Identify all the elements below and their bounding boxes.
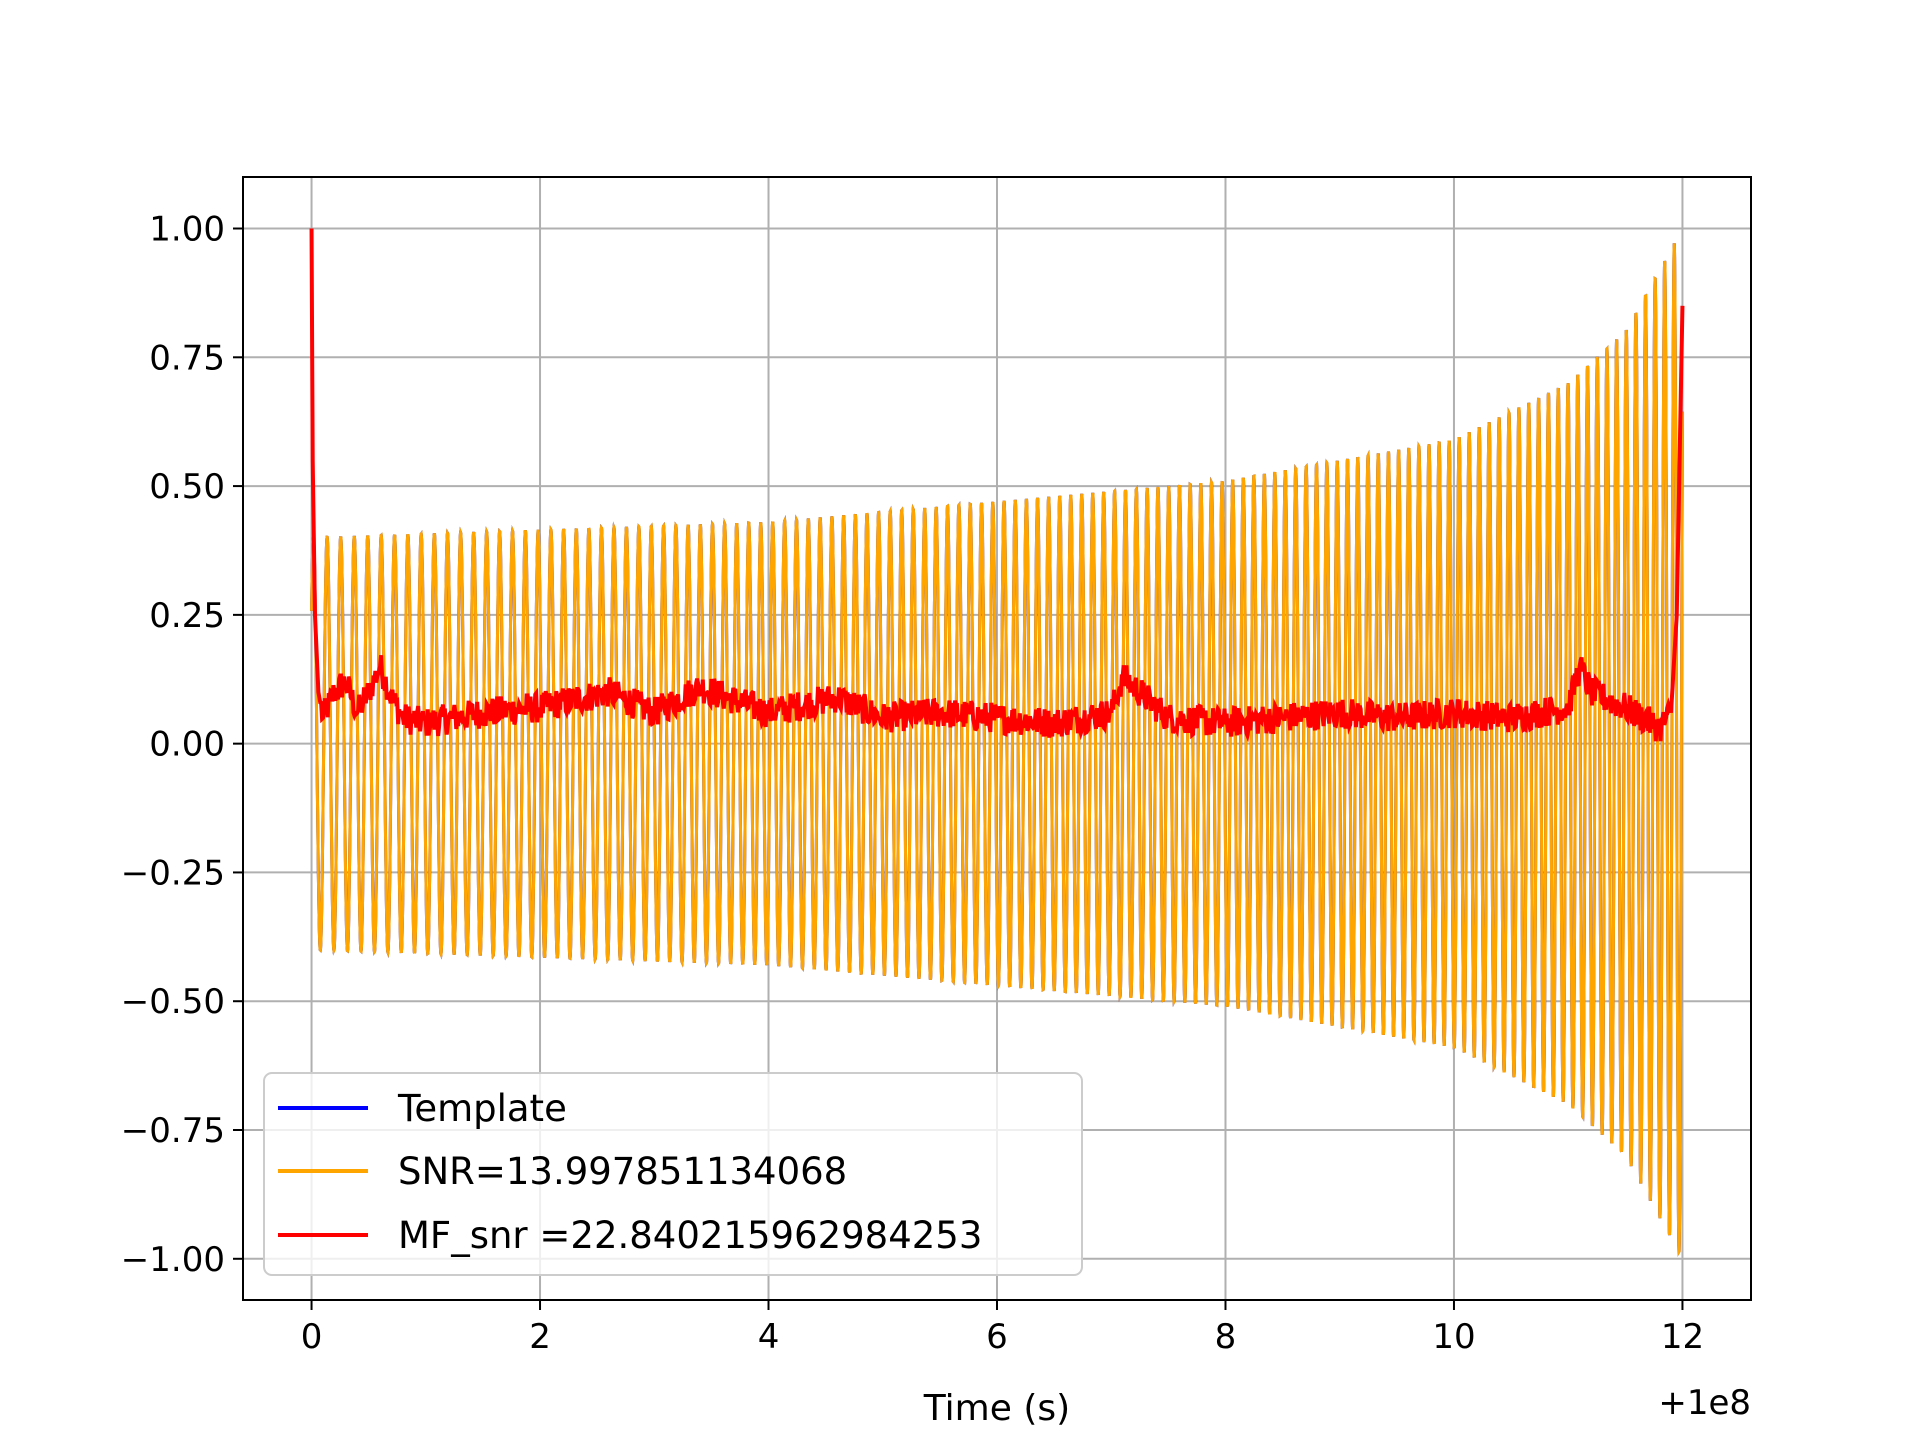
y-tick-label: −0.50 [121, 982, 225, 1022]
y-tick-label: −0.25 [121, 853, 225, 893]
y-tick-label: 0.00 [149, 725, 225, 765]
y-tick-label: −0.75 [121, 1111, 225, 1151]
legend-label-snr: SNR=13.997851134068 [398, 1150, 847, 1193]
series-line-mf-snr [309, 228, 1685, 743]
x-axis-label: Time (s) [923, 1388, 1070, 1429]
y-tick-label: 0.50 [149, 467, 225, 507]
y-tick-label: −1.00 [121, 1240, 225, 1280]
x-tick-label: 10 [1432, 1317, 1475, 1357]
x-tick-label: 2 [529, 1317, 551, 1357]
legend-box [263, 1072, 1083, 1276]
plot-lines [309, 228, 1685, 1257]
legend-label-template: Template [397, 1087, 567, 1130]
legend-label-mf-snr: MF_snr =22.840215962984253 [398, 1214, 982, 1257]
x-tick-label: 8 [1215, 1317, 1237, 1357]
x-axis-offset-label: +1e8 [1658, 1383, 1751, 1423]
y-tick-label: 0.25 [149, 596, 225, 636]
x-tick-label: 0 [301, 1317, 323, 1357]
series-line-snr [310, 243, 1684, 1257]
legend: Template SNR=13.997851134068 MF_snr =22.… [263, 1072, 1083, 1276]
axis-ticks: 0 2 4 6 8 10 12 1.00 0.75 0.50 0.25 0.00 −0.25 −0.50 −… [121, 210, 1704, 1357]
y-tick-label: 0.75 [149, 338, 225, 378]
x-tick-label: 4 [758, 1317, 780, 1357]
x-tick-label: 6 [986, 1317, 1008, 1357]
y-tick-label: 1.00 [149, 210, 225, 250]
x-tick-label: 12 [1661, 1317, 1704, 1357]
